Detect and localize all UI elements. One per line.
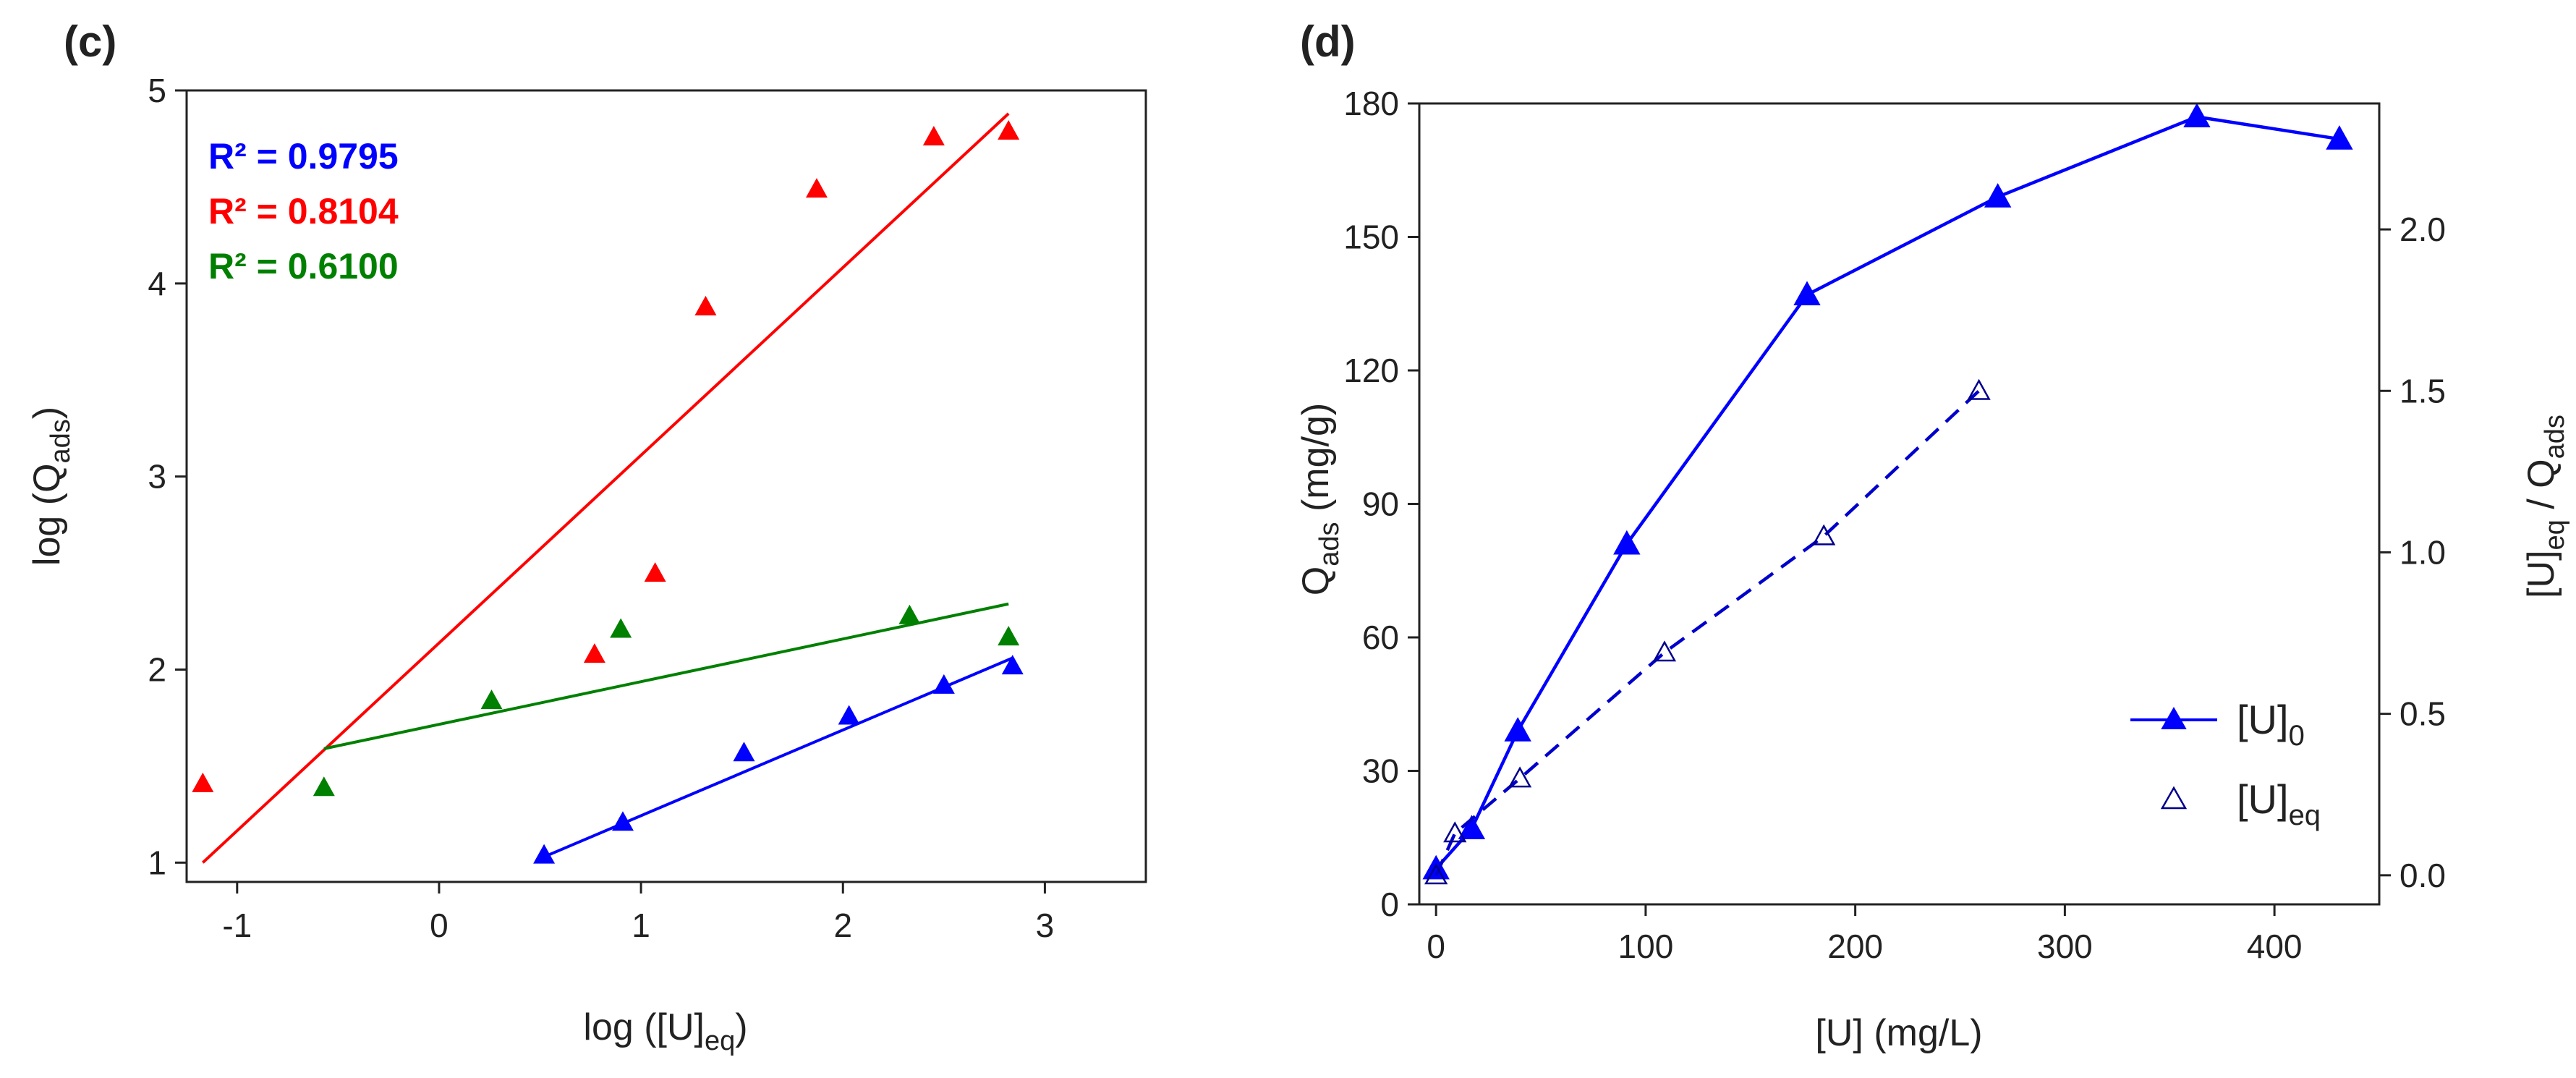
r2-label-blue: R² = 0.9795 [208,136,399,177]
panel-d-right-y-axis-label: [U]eq / Qads [2520,415,2570,598]
panel-c: (c) -1 0 1 2 3 1 2 3 4 5 R² = 0.9795 R² = 0.8104… [26,17,1147,1056]
x-tick-label: -1 [222,907,252,944]
panel-d-plot-frame [1418,102,2381,906]
data-point-u0 [1613,530,1641,555]
y-tick-label: 60 [1362,619,1399,656]
y-tick-label: 30 [1362,752,1399,790]
panel-c-x-axis: -1 0 1 2 3 [222,882,1054,944]
x-tick-label: 200 [1827,928,1883,965]
data-point-green [313,776,335,797]
panel-d-legend: [U]0 [U]eq [2130,697,2321,831]
series-line-ueq [1434,389,1981,876]
y-tick-label: 0 [1380,886,1399,923]
x-tick-label: 3 [1036,907,1055,944]
x-tick-label: 100 [1618,928,1674,965]
panel-d-left-y-axis: 0 30 60 90 120 150 180 [1343,85,1419,923]
data-point-blue [733,742,755,762]
x-tick-label: 0 [430,907,449,944]
panel-d-right-y-axis: 0.0 0.5 1.0 1.5 2.0 [2379,211,2446,894]
data-point-ueq [1812,524,1836,546]
y2-tick-label: 1.0 [2399,533,2446,571]
panel-d-series [1422,103,2353,885]
data-point-u0 [1793,281,1821,306]
data-point-u0 [2326,125,2353,150]
data-point-ueq [1652,640,1677,662]
panel-c-y-axis-label: log (Qads) [26,407,76,566]
data-point-blue [932,674,955,694]
data-point-green [898,604,921,624]
data-point-blue [1001,655,1024,675]
legend-label-u0: [U]0 [2237,697,2305,752]
data-point-red [805,178,828,198]
y-tick-label: 4 [148,265,166,302]
y-tick-label: 150 [1343,218,1399,256]
data-point-blue [533,844,556,864]
data-point-ueq [1424,863,1448,885]
data-point-blue [838,705,860,725]
data-point-red [192,772,214,792]
data-point-red [644,562,666,582]
data-point-green [480,689,503,710]
y-tick-label: 90 [1362,485,1399,523]
y-tick-label: 180 [1343,85,1399,122]
data-point-u0 [1984,183,2012,208]
r2-label-green: R² = 0.6100 [208,246,399,287]
data-point-red [583,643,605,663]
legend-marker-u0 [2161,706,2187,729]
y2-tick-label: 0.5 [2399,695,2446,733]
data-point-u0 [1458,815,1486,840]
panel-d-left-y-axis-label: Qads (mg/g) [1295,403,1345,595]
x-tick-label: 0 [1427,928,1445,965]
data-point-green [998,626,1020,646]
data-point-red [998,120,1020,140]
y-tick-label: 3 [148,458,166,496]
data-point-blue [611,811,634,831]
y-tick-label: 2 [148,650,166,688]
y-tick-label: 120 [1343,352,1399,389]
data-point-ueq [1443,821,1467,843]
panel-c-label: (c) [64,17,116,66]
legend-label-ueq: [U]eq [2237,776,2321,831]
x-tick-label: 300 [2037,928,2093,965]
panel-c-series [192,112,1024,864]
data-point-red [694,295,717,315]
r2-label-red: R² = 0.8104 [208,191,399,232]
fit-line-green [323,602,1009,750]
x-tick-label: 400 [2247,928,2303,965]
series-line-u0 [1434,115,2340,870]
panel-c-y-axis: 1 2 3 4 5 [148,72,187,881]
panel-d-x-axis-label: [U] (mg/L) [1815,1012,1982,1054]
panel-d-label: (d) [1300,17,1356,66]
legend-marker-ueq [2160,786,2188,810]
data-point-u0 [1422,854,1450,880]
data-point-ueq [1967,378,1991,400]
data-point-u0 [2183,103,2211,128]
panel-c-plot-frame [185,89,1147,883]
data-point-ueq [1508,766,1532,788]
panel-c-x-axis-label: log ([U]eq) [583,1006,747,1056]
data-point-u0 [1504,717,1531,742]
y2-tick-label: 2.0 [2399,211,2446,248]
y2-tick-label: 1.5 [2399,372,2446,409]
x-tick-label: 1 [632,907,650,944]
data-point-red [922,126,945,146]
y-tick-label: 5 [148,72,166,109]
panel-d-x-axis: 0 100 200 300 400 [1427,904,2303,965]
x-tick-label: 2 [833,907,852,944]
fit-line-red [201,112,1010,864]
data-point-green [610,618,632,638]
y2-tick-label: 0.0 [2399,857,2446,894]
y-tick-label: 1 [148,844,166,881]
